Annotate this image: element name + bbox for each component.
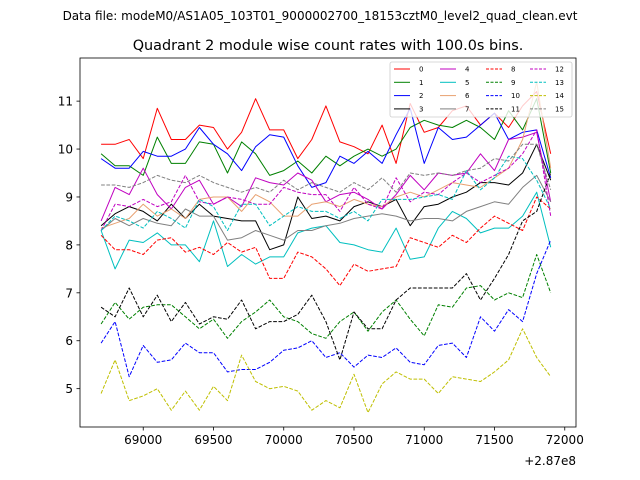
legend-label-10: 10	[511, 92, 520, 100]
legend-label-0: 0	[419, 66, 423, 74]
series-line-11	[100, 172, 552, 361]
series-layer	[100, 81, 552, 414]
y-tick-label: 9	[65, 190, 73, 204]
legend-label-8: 8	[511, 66, 515, 74]
y-tick-label: 6	[65, 334, 73, 348]
series-line-6	[100, 81, 552, 229]
x-tick-label: 72000	[546, 433, 584, 447]
y-tick-label: 8	[65, 238, 73, 252]
series-line-1	[100, 98, 552, 176]
x-tick-label: 69500	[194, 433, 232, 447]
legend-label-1: 1	[419, 79, 423, 87]
series-line-0	[101, 91, 552, 164]
x-tick-label: 71500	[475, 433, 513, 447]
legend-label-7: 7	[465, 105, 469, 113]
x-tick-label: 70000	[265, 433, 303, 447]
y-tick-label: 7	[65, 286, 73, 300]
legend-label-14: 14	[555, 92, 564, 100]
series-line-13	[100, 155, 552, 231]
x-offset-label: +2.87e8	[524, 454, 576, 468]
series-line-7	[100, 174, 552, 241]
series-line-12	[100, 129, 552, 231]
y-tick-label: 10	[58, 143, 73, 157]
legend-label-3: 3	[419, 105, 423, 113]
legend-label-13: 13	[555, 79, 564, 87]
legend-label-2: 2	[419, 92, 423, 100]
legend-label-11: 11	[511, 105, 520, 113]
series-line-15	[101, 143, 552, 193]
axes-layer: 69000 69500 70000 70500 71000 71500 72000 5 6 7 8 9…	[58, 57, 584, 447]
legend-label-6: 6	[465, 92, 470, 100]
chart-suptitle: Data file: modeM0/AS1A05_103T01_90000027…	[63, 9, 578, 23]
series-line-10	[100, 239, 552, 378]
legend-label-4: 4	[465, 66, 470, 74]
legend-box	[389, 61, 573, 118]
x-tick-label: 70500	[335, 433, 373, 447]
series-line-3	[100, 143, 552, 251]
x-tick-label: 71000	[405, 433, 443, 447]
legend-label-15: 15	[555, 105, 564, 113]
x-tick-label: 69000	[124, 433, 162, 447]
series-line-9	[100, 254, 552, 339]
legend-label-5: 5	[465, 79, 469, 87]
y-tick-label: 11	[58, 95, 73, 109]
y-tick-label: 5	[65, 382, 73, 396]
legend-label-12: 12	[555, 66, 564, 74]
series-line-14	[100, 328, 552, 414]
chart-title: Quadrant 2 module wise count rates with …	[133, 38, 524, 54]
legend-label-9: 9	[511, 79, 515, 87]
series-line-2	[100, 107, 552, 188]
plot-frame	[79, 57, 577, 428]
